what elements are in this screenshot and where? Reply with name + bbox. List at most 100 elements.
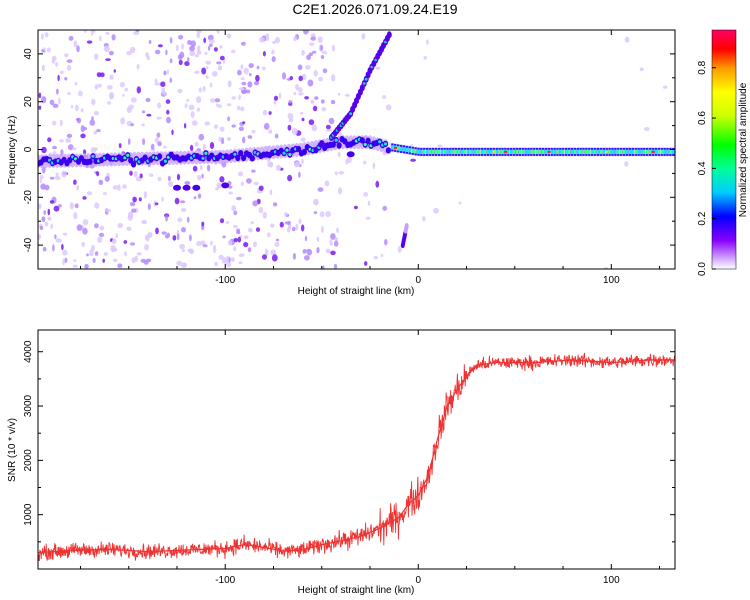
noise-speckle [46,47,51,53]
noise-speckle [308,119,315,126]
noise-speckle [262,66,266,71]
noise-speckle [288,118,294,123]
noise-speckle [643,127,650,131]
main-tone-core [663,149,666,155]
noise-speckle [273,95,279,101]
noise-speckle [144,234,148,241]
noise-speckle [117,263,123,269]
main-tone-core [483,149,487,155]
noise-speckle [196,241,202,247]
noise-speckle [265,33,270,38]
main-tone-hotspot [48,158,52,162]
snr-series [38,352,675,562]
main-tone-mark [249,155,255,162]
noise-speckle [211,71,218,77]
noise-speckle [124,87,129,92]
noise-speckle [294,161,301,168]
noise-speckle [166,109,170,115]
main-tone-core [672,149,675,155]
noise-speckle [153,200,157,207]
snr-ticks: -100 0 100 1000 2000 3000 4000 [23,330,675,586]
noise-speckle [227,116,231,122]
main-tone-core [585,149,588,155]
snr-ytick-label: 4000 [23,340,34,363]
noise-speckle [304,65,311,70]
noise-speckle [233,210,238,216]
noise-speckle [66,59,73,63]
noise-speckle [106,85,113,90]
noise-speckle [204,121,211,126]
noise-speckle [157,141,162,147]
noise-speckle [123,240,128,244]
noise-speckle [240,181,244,187]
noise-speckle [117,222,123,229]
main-tone-core [570,149,574,155]
noise-speckle [86,191,93,196]
noise-speckle [206,66,209,69]
noise-speckle [271,49,275,55]
noise-speckle [216,182,222,189]
noise-speckle [98,232,105,238]
noise-speckle [196,50,202,55]
noise-speckle [313,70,318,77]
noise-speckle [103,45,110,53]
noise-speckle [272,202,278,207]
noise-speckle [301,117,305,122]
noise-speckle [99,225,105,231]
noise-speckle [197,193,202,199]
noise-speckle [268,129,273,134]
noise-speckle [61,170,67,178]
noise-speckle [249,73,252,77]
noise-speckle [262,109,268,116]
noise-speckle [207,34,214,41]
main-tone-core [637,149,640,155]
snr-xlabel: Height of straight line (km) [298,585,415,596]
noise-speckle [317,36,323,43]
main-tone-core [550,149,553,155]
noise-speckle [317,187,324,193]
noise-speckle [227,80,232,88]
noise-speckle [272,40,276,45]
noise-speckle [187,57,190,62]
main-tone-hotspot [91,154,95,158]
noise-speckle [147,232,153,238]
main-tone-mark [359,137,365,144]
noise-speckle [265,36,270,41]
noise-speckle [93,147,99,151]
noise-speckle [164,234,169,239]
noise-speckle [322,265,325,269]
noise-speckle [233,246,237,252]
noise-speckle [59,119,63,127]
main-tone-mark [241,154,247,162]
noise-speckle [258,185,264,191]
snr-ytick-label: 1000 [23,503,34,526]
noise-speckle [259,37,265,43]
noise-speckle [39,225,44,231]
noise-speckle [287,112,294,120]
noise-speckle [304,255,310,261]
noise-speckle [209,142,215,149]
noise-speckle [52,244,55,252]
main-tone-core [475,149,478,155]
noise-speckle [301,73,307,81]
noise-speckle [109,74,114,80]
noise-speckle [218,136,222,142]
noise-speckle [300,137,306,142]
noise-speckle [41,166,46,174]
main-tone-hotspot [204,151,208,155]
main-tone-core [391,145,394,150]
noise-speckle [267,232,271,238]
noise-speckle [236,196,242,201]
main-tone-core [628,149,632,155]
noise-speckle [190,111,195,118]
noise-speckle [74,81,78,86]
noise-speckle [267,161,273,168]
noise-speckle [274,242,280,247]
noise-speckle [189,50,196,57]
noise-speckle [122,94,125,97]
noise-speckle [304,235,308,242]
noise-speckle [372,162,376,170]
noise-speckle [336,227,339,234]
noise-speckle [163,70,167,76]
noise-speckle [127,138,131,146]
